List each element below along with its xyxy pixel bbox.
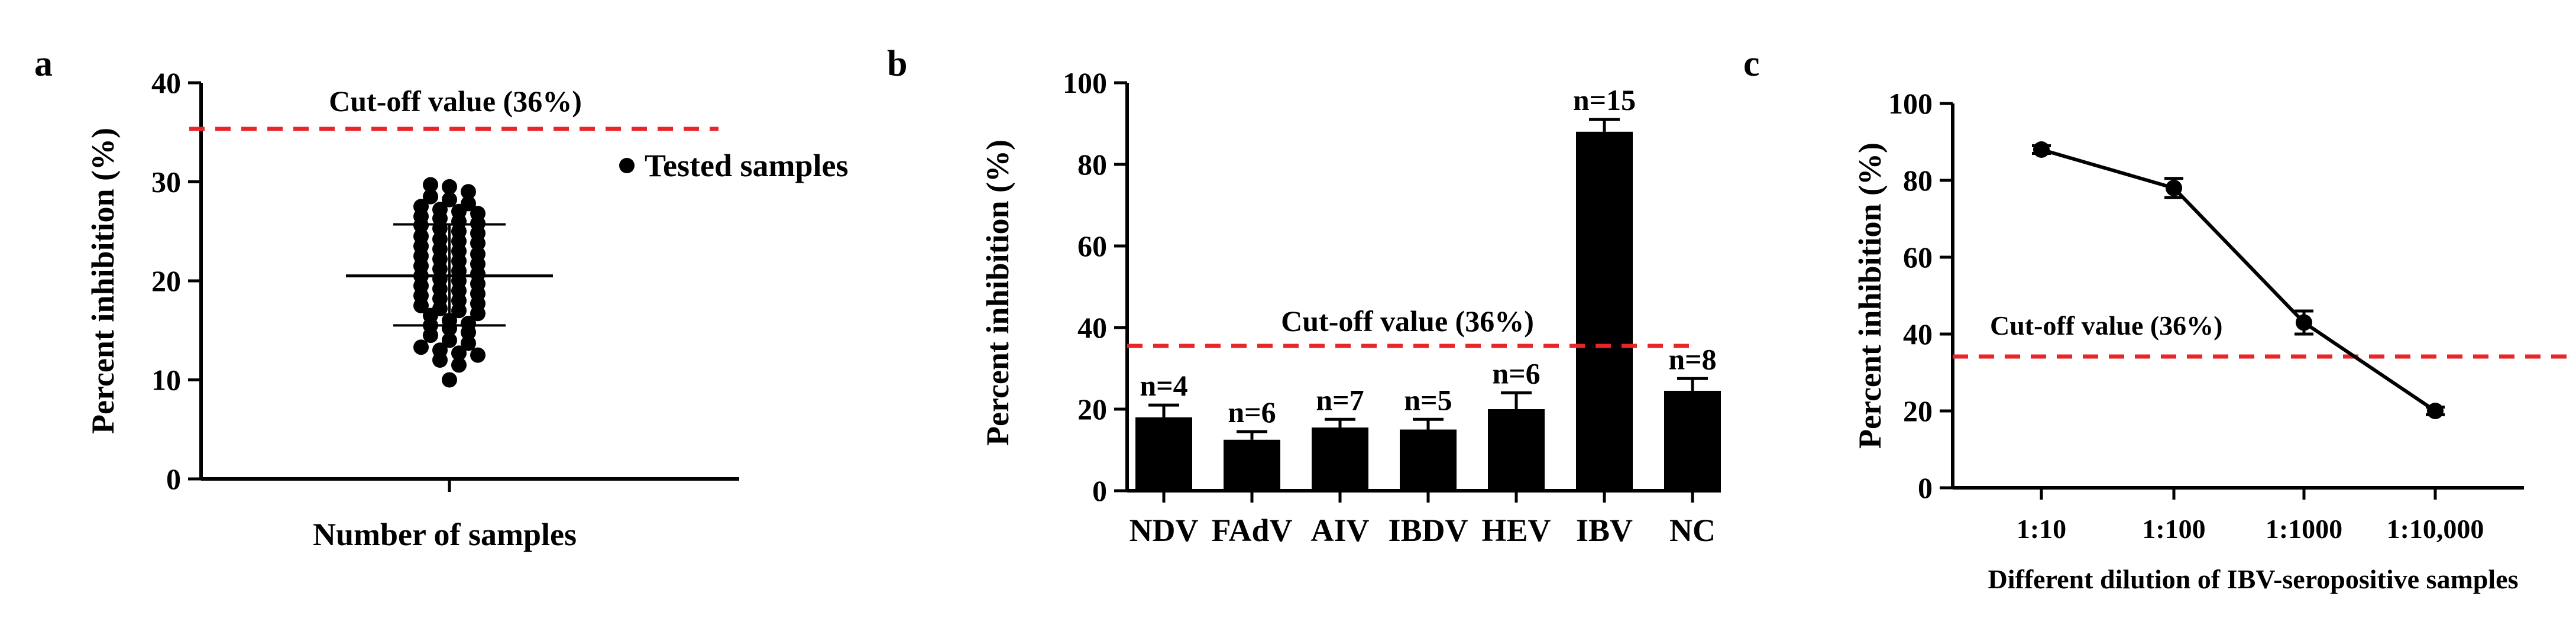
cutoff-label: Cut-off value (36%) [1990, 310, 2223, 341]
bar-count-label: n=6 [1492, 357, 1540, 390]
data-point [461, 184, 476, 200]
x-tick-label: 1:1000 [2266, 514, 2342, 544]
y-tick-label: 40 [1903, 318, 1933, 351]
data-point [423, 328, 438, 344]
data-point [442, 192, 457, 208]
y-axis-title: Percent inhibition (%) [980, 140, 1015, 446]
x-tick-label: 1:10,000 [2387, 514, 2484, 544]
x-axis-title: Different dilution of IBV-seropositive s… [1988, 564, 2519, 594]
x-tick-label: IBV [1576, 513, 1633, 548]
bar [1400, 429, 1457, 491]
data-point [451, 357, 467, 373]
data-point [442, 332, 457, 348]
y-tick-label: 100 [1063, 66, 1107, 99]
data-point [2166, 180, 2182, 196]
y-tick-label: 80 [1903, 164, 1933, 197]
data-point [2296, 314, 2312, 331]
x-tick-label: NC [1669, 513, 1716, 548]
bar-count-label: n=8 [1668, 342, 1716, 375]
y-tick-label: 10 [151, 364, 181, 397]
data-point [2427, 403, 2444, 419]
x-tick-label: HEV [1481, 513, 1551, 548]
data-point [451, 303, 467, 319]
y-tick-label: 20 [1077, 393, 1107, 426]
y-axis-title: Percent inhibition (%) [1852, 142, 1888, 449]
y-tick-label: 0 [1092, 474, 1107, 507]
x-tick-label: IBDV [1388, 513, 1468, 548]
data-point [413, 297, 429, 313]
bar [1224, 439, 1280, 491]
line-panel: 0 20 40 60 80 100 Cut-off value (36%) 1:10 1:1… [1852, 87, 2567, 594]
data-point [413, 218, 429, 234]
data-point [451, 345, 467, 361]
cutoff-label: Cut-off value (36%) [329, 85, 582, 118]
data-point [432, 221, 448, 237]
bar [1135, 417, 1192, 491]
y-tick-label: 60 [1077, 229, 1107, 263]
panel-letter-b: b [887, 44, 907, 84]
y-tick-label: 0 [1918, 471, 1933, 504]
bar-count-label: n=5 [1404, 383, 1452, 416]
y-tick-label: 20 [151, 264, 181, 297]
series-line [2041, 148, 2436, 413]
y-tick-label: 40 [1077, 311, 1107, 344]
bar [1488, 409, 1545, 491]
bar-count-label: n=6 [1228, 396, 1276, 429]
legend-marker [619, 158, 635, 173]
bar [1576, 131, 1633, 491]
data-point [470, 306, 486, 322]
data-point [470, 347, 486, 363]
data-point [423, 177, 438, 193]
data-point [461, 335, 476, 351]
y-tick-label: 60 [1903, 241, 1933, 274]
y-tick-label: 80 [1077, 148, 1107, 181]
data-point [470, 235, 486, 251]
panel-letter-c: c [1743, 44, 1760, 84]
y-tick-label: 30 [151, 166, 181, 199]
x-tick-label: NDV [1130, 513, 1199, 548]
bar-count-label: n=7 [1316, 383, 1364, 416]
x-tick-label: AIV [1310, 513, 1369, 548]
y-tick-label: 100 [1888, 87, 1933, 120]
bar [1312, 427, 1368, 491]
data-point [461, 325, 476, 341]
data-point [413, 339, 429, 355]
bar-count-label: n=15 [1573, 83, 1636, 116]
cutoff-label: Cut-off value (36%) [1281, 304, 1534, 338]
x-tick-label: 1:100 [2142, 514, 2205, 544]
y-axis-title: Percent inhibition (%) [85, 128, 121, 434]
y-tick-label: 40 [151, 66, 181, 99]
data-point [442, 372, 457, 388]
bar-count-label: n=4 [1140, 369, 1187, 402]
scatter-panel: 0 10 20 30 40 Cut-off value (36%) Tested sam… [85, 66, 849, 552]
bar-panel: 0 20 40 60 80 100 n=4 NDV n=6 FAdV n=7 AIV n=5 IBDV n… [980, 66, 1721, 548]
bar [1664, 390, 1721, 491]
x-tick-label: 1:10 [2017, 514, 2066, 544]
x-axis-title: Number of samples [313, 517, 577, 552]
y-tick-label: 20 [1903, 394, 1933, 427]
x-tick-label: FAdV [1211, 513, 1292, 548]
data-point [2033, 141, 2050, 158]
data-point [432, 352, 448, 368]
legend-label: Tested samples [645, 148, 849, 183]
data-point [423, 189, 438, 205]
data-point [442, 320, 457, 336]
data-point [442, 179, 457, 195]
panel-letter-a: a [34, 44, 53, 84]
y-tick-label: 0 [166, 462, 181, 495]
